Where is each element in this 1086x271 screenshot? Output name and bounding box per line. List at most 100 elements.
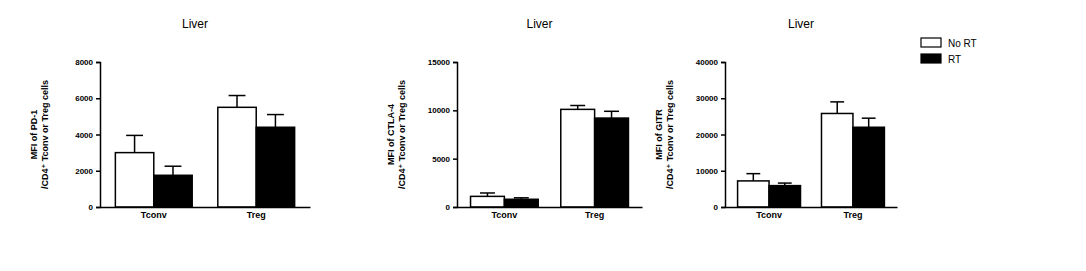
y-tick: 30000 xyxy=(696,94,725,103)
y-tick-mark xyxy=(96,98,100,100)
legend-swatch xyxy=(921,38,941,47)
error-cap xyxy=(165,165,182,167)
plot-area xyxy=(115,96,294,207)
y-axis-title: MFI of PD-1 xyxy=(29,110,39,160)
error-line xyxy=(236,96,238,108)
error-bar xyxy=(746,174,760,181)
error-bar xyxy=(514,198,529,199)
y-axis-line xyxy=(96,63,101,208)
y-tick: 40000 xyxy=(696,58,725,67)
y-tick-label: 0 xyxy=(714,203,719,212)
error-cap xyxy=(862,117,876,119)
y-axis-line xyxy=(453,63,458,208)
title: Liver xyxy=(526,17,552,31)
x-tick: Tconv xyxy=(756,207,782,220)
y-axis-title: /CD4⁺ Tconv or Treg cells xyxy=(397,80,407,189)
x-axis-line xyxy=(458,207,643,209)
y-tick: 2000 xyxy=(75,167,100,176)
x-axis: TconvTreg xyxy=(101,207,311,220)
y-axis: 0 10000 20000 30000 40000 xyxy=(696,58,726,212)
x-tick-label: Tconv xyxy=(756,210,782,220)
y-tick-mark xyxy=(453,158,457,160)
bar xyxy=(154,175,192,207)
panel: 0 5000 10000 15000 Tconv Treg Liver MFI of CTLA… xyxy=(386,17,643,220)
x-tick-label: Treg xyxy=(843,210,862,220)
y-tick: 15000 xyxy=(428,58,457,67)
x-tick-label: Tconv xyxy=(491,210,517,220)
legend: No RT RT xyxy=(921,38,977,65)
y-tick-label: 0 xyxy=(89,203,94,212)
y-tick: 5000 xyxy=(432,155,457,164)
y-axis-title: MFI of CTLA-4 xyxy=(386,104,396,165)
error-bar xyxy=(830,102,844,114)
error-bar xyxy=(165,166,182,175)
y-tick-label: 8000 xyxy=(75,58,93,67)
y-tick-mark xyxy=(96,134,100,136)
error-cap xyxy=(778,182,792,184)
x-tick: Treg xyxy=(585,207,604,220)
error-line xyxy=(134,135,136,152)
y-axis-title: /CD4⁺ Tconv or Treg cells xyxy=(40,80,50,189)
error-cap xyxy=(480,192,495,194)
legend-label: No RT xyxy=(948,38,977,49)
error-cap xyxy=(126,135,143,137)
y-tick: 10000 xyxy=(428,106,457,115)
error-bar xyxy=(778,183,792,186)
error-cap xyxy=(229,95,246,97)
error-bar xyxy=(229,96,246,108)
y-tick-mark xyxy=(721,207,725,209)
y-tick-label: 20000 xyxy=(696,131,719,140)
y-tick-label: 4000 xyxy=(75,131,93,140)
legend-label: RT xyxy=(948,54,961,65)
plot-area xyxy=(738,102,885,207)
bar xyxy=(115,153,153,207)
y-tick: 10000 xyxy=(696,167,725,176)
legend-item: RT xyxy=(921,54,961,65)
x-axis: Tconv Treg xyxy=(726,207,898,220)
error-line xyxy=(868,118,870,127)
y-tick-mark xyxy=(721,171,725,173)
y-tick: 20000 xyxy=(696,131,725,140)
y-tick-mark xyxy=(721,98,725,100)
y-tick: 4000 xyxy=(75,131,100,140)
x-axis: Tconv Treg xyxy=(458,207,643,220)
bar xyxy=(256,127,294,207)
y-tick: 0 xyxy=(446,203,457,212)
y-axis-line xyxy=(721,63,726,208)
y-tick-label: 40000 xyxy=(696,58,719,67)
error-cap xyxy=(604,111,619,113)
panel: 0 2000 4000 6000 8000 TconvTreg Liver MFI of PD… xyxy=(29,17,311,220)
error-line xyxy=(172,166,174,175)
y-tick-mark xyxy=(96,62,100,64)
panel: 010000200003000040000TconvTregLiverMFI o… xyxy=(654,17,977,220)
y-axis: 0 2000 4000 6000 8000 xyxy=(75,58,100,212)
y-tick-label: 15000 xyxy=(428,58,451,67)
y-tick: 6000 xyxy=(75,94,100,103)
bar xyxy=(853,127,884,207)
bar xyxy=(471,196,505,207)
error-bar xyxy=(570,106,585,110)
y-tick: 0 xyxy=(89,203,100,212)
error-line xyxy=(753,174,755,181)
y-tick: 0 xyxy=(714,203,725,212)
x-axis-line xyxy=(726,207,898,209)
bar xyxy=(769,186,800,207)
figure: 0 2000 4000 6000 8000 Tconv Treg Liver MFI of PD… xyxy=(0,0,1086,271)
y-axis-title: /CD4⁺ Tconv or Treg cells xyxy=(665,80,675,189)
error-cap xyxy=(570,105,585,107)
legend-swatch xyxy=(921,54,941,63)
y-tick-mark xyxy=(453,207,457,209)
error-cap xyxy=(514,197,529,199)
y-tick-label: 0 xyxy=(446,203,451,212)
y-tick-mark xyxy=(453,110,457,112)
x-tick-label: Tconv xyxy=(141,210,167,220)
x-tick: Treg xyxy=(843,207,862,220)
bar xyxy=(218,107,256,207)
error-cap xyxy=(830,101,844,103)
y-tick-mark xyxy=(721,62,725,64)
bar xyxy=(595,118,629,207)
y-tick-mark xyxy=(721,134,725,136)
error-line xyxy=(611,111,613,118)
title: Liver xyxy=(182,17,208,31)
y-tick-label: 5000 xyxy=(432,155,450,164)
